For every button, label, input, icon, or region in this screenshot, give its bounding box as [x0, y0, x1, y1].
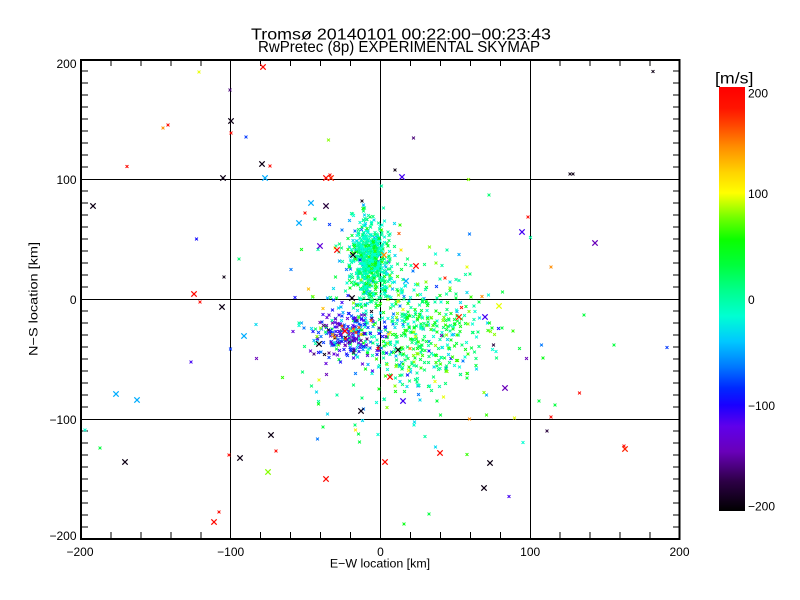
- svg-text:0: 0: [377, 545, 384, 559]
- svg-text:100: 100: [520, 545, 540, 559]
- svg-text:−100: −100: [49, 413, 76, 427]
- svg-text:0: 0: [748, 293, 755, 307]
- svg-text:E−W location [km]: E−W location [km]: [330, 557, 430, 571]
- svg-text:Tromsø 20140101 00:22:00−00:23: Tromsø 20140101 00:22:00−00:23:43: [251, 27, 551, 44]
- svg-text:N−S location [km]: N−S location [km]: [26, 242, 40, 356]
- svg-text:100: 100: [56, 173, 76, 187]
- svg-text:100: 100: [748, 187, 768, 201]
- svg-text:−200: −200: [66, 545, 93, 559]
- svg-text:200: 200: [748, 87, 768, 101]
- svg-text:200: 200: [56, 57, 76, 71]
- svg-text:−200: −200: [49, 529, 76, 543]
- svg-text:200: 200: [669, 545, 689, 559]
- svg-text:−100: −100: [217, 545, 244, 559]
- svg-text:−200: −200: [748, 500, 775, 514]
- svg-text:0: 0: [70, 293, 77, 307]
- svg-text:[m/s]: [m/s]: [715, 70, 754, 87]
- svg-text:RwPretec (8p) EXPERIMENTAL SKY: RwPretec (8p) EXPERIMENTAL SKYMAP: [258, 39, 540, 56]
- svg-text:−100: −100: [748, 399, 775, 413]
